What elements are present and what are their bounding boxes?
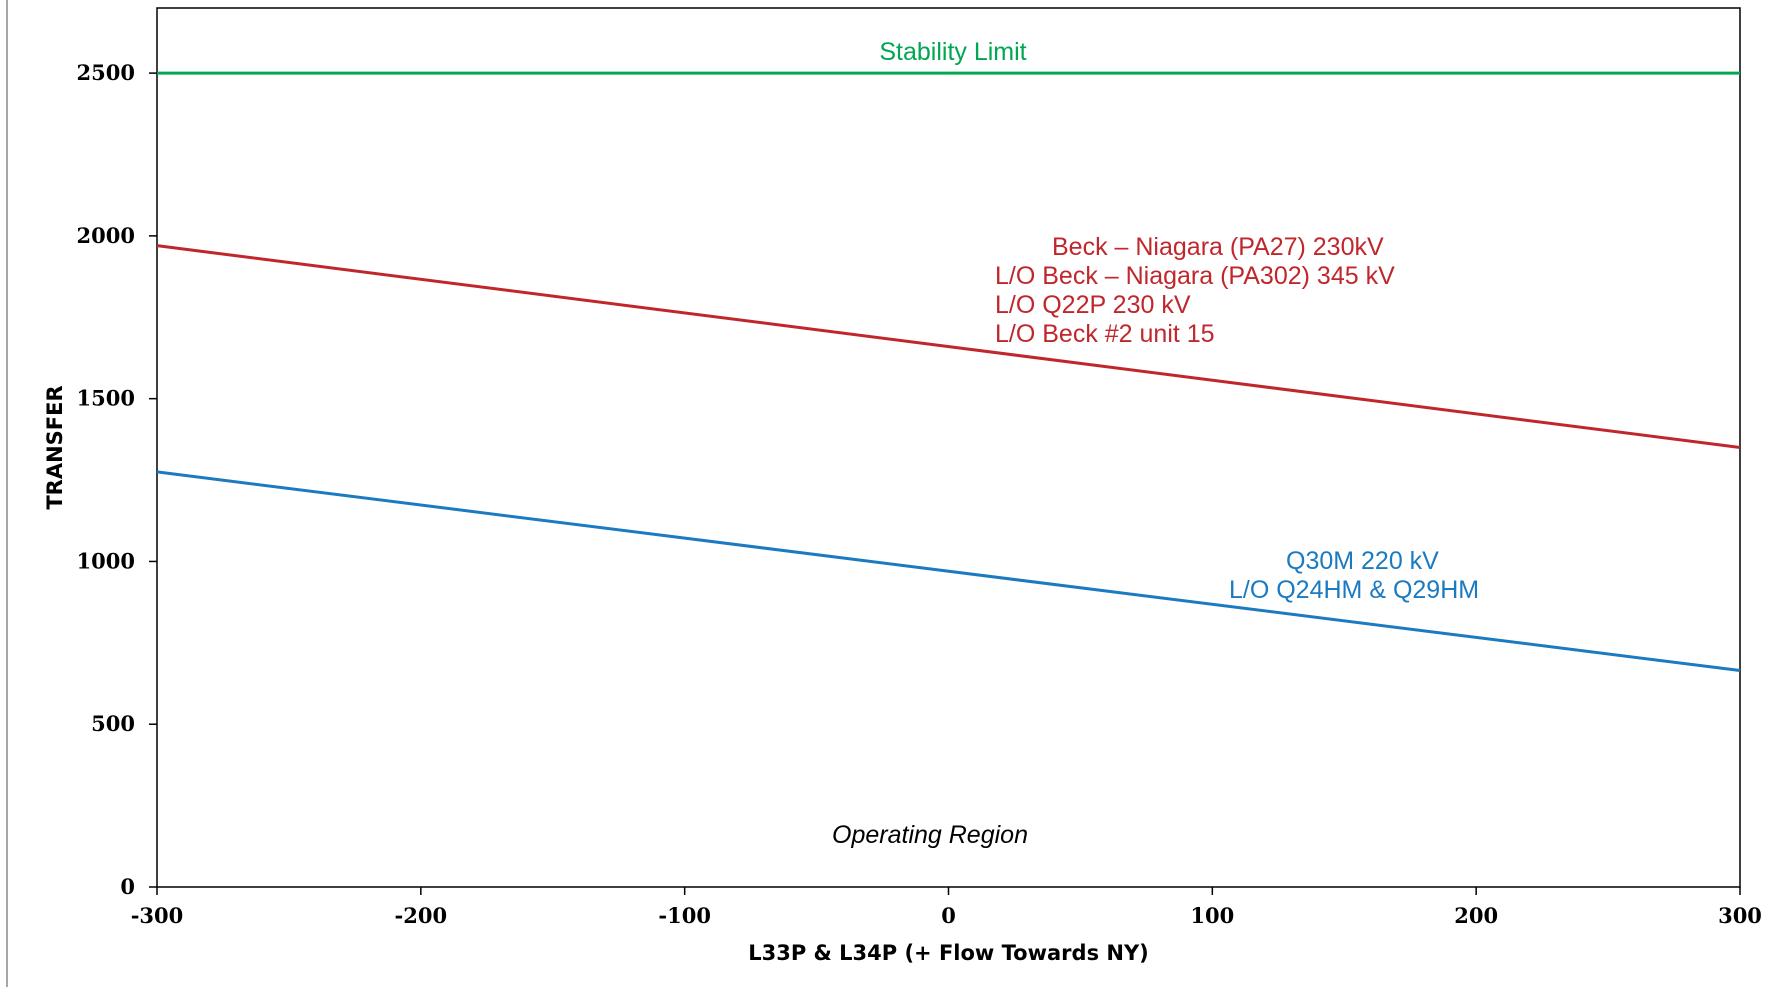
y-axis-title: TRANSFER (43, 385, 67, 509)
y-tick-label: 0 (120, 874, 135, 899)
series-lines (156, 71, 1741, 672)
y-tick-label: 2000 (77, 223, 135, 248)
operating-region-label: Operating Region (832, 821, 1028, 849)
operating-region-label-line: Operating Region (832, 821, 1028, 849)
beck-niagara-label-line: L/O Beck – Niagara (PA302) 345 kV (995, 262, 1395, 290)
y-tick-label: 1500 (77, 386, 135, 411)
y-tick-label: 500 (91, 711, 135, 736)
x-tick-label: -300 (131, 903, 184, 928)
stability-limit-label: Stability Limit (879, 38, 1026, 66)
q30m-label: Q30M 220 kVL/O Q24HM & Q29HM (1229, 547, 1479, 604)
annotations: Stability Limit Beck – Niagara (PA27) 230… (832, 38, 1479, 849)
x-tick-label: 200 (1454, 903, 1498, 928)
x-tick-label: 100 (1190, 903, 1234, 928)
q30m-label-line: L/O Q24HM & Q29HM (1229, 576, 1479, 604)
beck-niagara-label-line: L/O Beck #2 unit 15 (995, 320, 1215, 348)
beck-niagara-label-line: L/O Q22P 230 kV (995, 291, 1191, 319)
beck-niagara-line (156, 244, 1741, 449)
x-tick-label: -100 (658, 903, 711, 928)
axis-ticks: 0 500 1000 1500 2000 2500 -300 -200 -100 0 100 200 3… (77, 60, 1762, 928)
q30m-label-line: Q30M 220 kV (1286, 547, 1439, 575)
x-tick-label: 0 (941, 903, 956, 928)
beck-niagara-label-line: Beck – Niagara (PA27) 230kV (1052, 233, 1384, 261)
y-tick-label: 2500 (77, 60, 135, 85)
x-tick-label: -200 (395, 903, 448, 928)
x-axis-title: L33P & L34P (+ Flow Towards NY) (748, 941, 1149, 965)
q30m-line (156, 470, 1741, 672)
stability-limit-label-line: Stability Limit (879, 38, 1026, 66)
x-tick-label: 300 (1718, 903, 1762, 928)
y-tick-label: 1000 (77, 548, 135, 573)
